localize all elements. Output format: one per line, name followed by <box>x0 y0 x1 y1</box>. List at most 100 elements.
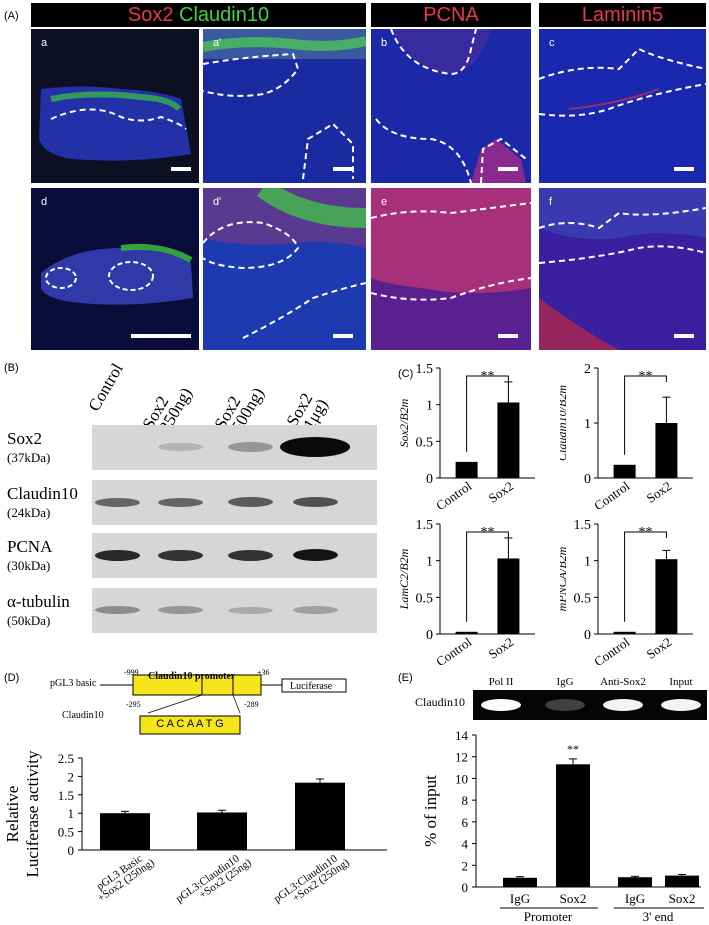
site-end-label: -289 <box>244 700 259 709</box>
y-tick-label: 2 <box>584 362 591 377</box>
y-tick-label: 1 <box>584 417 591 432</box>
gel-band <box>603 699 643 711</box>
blot-band <box>227 442 273 452</box>
bar <box>455 461 478 478</box>
subpanel-a-label: a <box>41 37 48 49</box>
subpanel-d-label: d <box>41 196 48 208</box>
scale-bar <box>498 167 518 171</box>
y-tick-label: 1.5 <box>416 362 434 377</box>
x-tick-label: Sox2 <box>486 478 517 506</box>
chart-claudin10-b2m: 0 1 2 Claudin10/B2m Control Sox2 ** <box>560 362 693 510</box>
subpanel-f-label: f <box>549 196 553 208</box>
scale-bar <box>131 334 191 338</box>
promoter-construct-diagram <box>100 674 347 735</box>
y-tick-label: 1 <box>426 399 433 414</box>
panel-a-header-laminin5: Laminin5 <box>539 3 706 27</box>
y-tick-label: 0.5 <box>416 435 434 450</box>
significance-label: ** <box>481 525 495 540</box>
x-tick-label: Control <box>591 478 632 510</box>
significance-label: ** <box>567 742 579 756</box>
significance-bracket <box>624 531 667 622</box>
blot-band <box>94 549 140 561</box>
micrograph-d: d <box>31 188 199 350</box>
scale-bar <box>171 167 191 171</box>
y-tick-label: 1 <box>584 555 591 570</box>
y-tick-label: 0 <box>426 472 433 487</box>
bar <box>665 875 699 887</box>
significance-bracket <box>466 531 509 622</box>
x-tick-label: Sox2 <box>644 478 675 506</box>
y-tick-label: 1.5 <box>416 518 434 533</box>
blot-band <box>227 606 273 614</box>
panel-a-header-sox2-claudin10: Sox2 Claudin10 <box>31 3 366 27</box>
blot-row-tubulin <box>92 588 377 633</box>
x-tick-label: IgG <box>510 891 530 906</box>
y-axis-label: Sox2/B2m <box>398 398 411 447</box>
blot-kda-label: (24kDa) <box>7 505 51 520</box>
bar <box>655 559 678 634</box>
y-tick-label: 1 <box>68 806 75 821</box>
blot-band <box>227 549 273 561</box>
significance-bracket <box>624 375 667 455</box>
blot-band <box>157 443 203 451</box>
blot-band <box>292 549 338 561</box>
gel-band <box>545 699 585 711</box>
x-tick-label: Sox2 <box>669 891 696 906</box>
bar <box>613 631 636 634</box>
blot-band <box>292 606 338 614</box>
promoter-start-label: -999 <box>124 668 139 677</box>
y-tick-label: 2.5 <box>58 751 74 766</box>
blot-band <box>227 497 273 507</box>
promoter-end-label: +36 <box>257 668 270 677</box>
y-tick-label: 10 <box>455 771 468 786</box>
site-start-label: -295 <box>126 700 141 709</box>
y-tick-label: 6 <box>462 815 469 830</box>
gene-label: Claudin10 <box>62 710 104 721</box>
x-tick-label: Control <box>433 634 474 669</box>
subpanel-b-label: b <box>381 37 388 49</box>
blot-protein-label: Sox2 <box>7 429 42 448</box>
micrograph-c: c <box>539 29 706 183</box>
bar <box>655 423 678 478</box>
micrograph-a: a <box>31 29 199 183</box>
scale-bar <box>674 334 694 338</box>
luciferase-box <box>281 678 347 693</box>
y-axis-label: mPNCA/B2m <box>560 546 569 611</box>
panel-a-header-pcna: PCNA <box>371 3 531 27</box>
significance-label: ** <box>639 369 653 384</box>
y-axis-label: Luciferase activity <box>23 750 42 877</box>
blot-band <box>280 437 350 457</box>
promoter-label: Claudin10 promoter <box>148 671 236 682</box>
y-axis-label: Claudin10/B2m <box>560 385 569 461</box>
y-tick-label: 1.5 <box>58 788 74 803</box>
binding-site-box <box>139 715 241 735</box>
subpanel-a-prime-label: a' <box>213 37 222 49</box>
blot-row-sox2 <box>92 425 377 470</box>
bar <box>618 877 652 887</box>
y-tick-label: 0 <box>68 843 75 858</box>
micrograph-b: b <box>371 29 531 183</box>
y-axis-label: LamC2/B2m <box>398 548 411 610</box>
blot-kda-label: (30kDa) <box>7 558 51 573</box>
panel-d-label: (D) <box>4 672 20 684</box>
y-tick-label: 0 <box>426 628 433 643</box>
chip-gel <box>473 690 707 720</box>
vector-label: pGL3 basic <box>50 678 97 689</box>
micrograph-e: e <box>371 188 531 350</box>
micrograph-d-prime: d' <box>203 188 366 350</box>
chart-chip-percent-input: 0 2 4 6 8 10 12 14 % of input IgG Sox2 ** IgG Sox2 Pro… <box>421 728 704 924</box>
y-tick-label: 12 <box>455 750 468 765</box>
gel-band <box>481 699 521 711</box>
gel-lane-label: Anti-Sox2 <box>600 676 646 688</box>
micrograph-f: f <box>539 188 706 350</box>
scale-bar <box>498 334 518 338</box>
binding-site-sequence: C A C A A T G <box>156 718 224 730</box>
significance-bracket <box>466 375 509 452</box>
gel-band <box>661 699 701 711</box>
blot-kda-label: (50kDa) <box>7 613 51 628</box>
blot-row-pcna <box>92 533 377 578</box>
header-claudin10-text: Claudin10 <box>173 4 270 26</box>
x-tick-label: Sox2 <box>486 634 517 662</box>
y-tick-label: 0 <box>584 628 591 643</box>
blot-band <box>94 606 140 614</box>
